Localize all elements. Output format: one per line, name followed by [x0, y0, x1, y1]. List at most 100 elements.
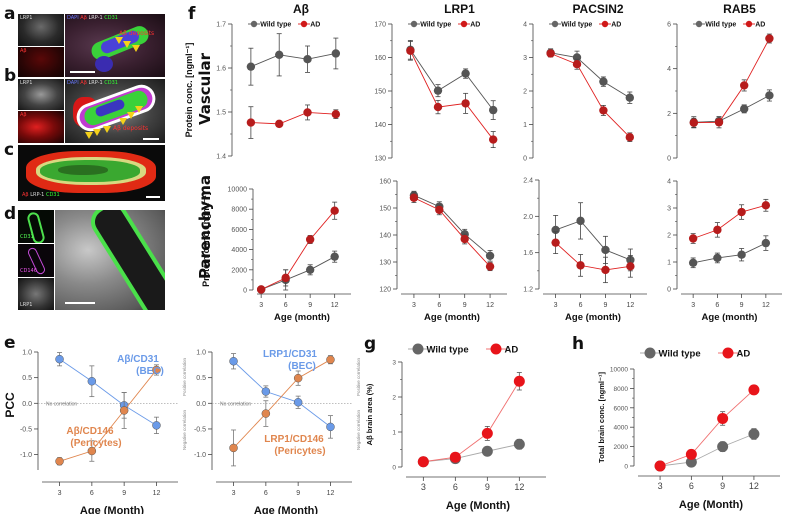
series-label: LRP1/CD146: [264, 434, 324, 445]
y-tick-label: 1.5: [216, 110, 226, 117]
y-tick-label: 1.0: [196, 350, 206, 357]
x-tick-label: 6: [264, 490, 268, 497]
data-point: [485, 262, 495, 271]
y-tick-label: 2: [667, 111, 671, 118]
chart-f-vascular-pacsin2: [529, 20, 634, 159]
series-line-ad: [555, 242, 631, 271]
data-point: [625, 93, 634, 102]
x-axis-label: Age (month): [702, 312, 758, 323]
chart-title: PACSIN2: [572, 2, 623, 16]
y-tick-label: 0.5: [196, 375, 206, 382]
chart-title: RAB5: [723, 2, 756, 16]
chart-f-vascular-abeta: [228, 20, 341, 157]
micrograph-d-cd146: CD146: [18, 244, 54, 277]
legend-marker-wild-type: [644, 347, 656, 359]
micro-label: CD146: [20, 268, 37, 274]
y-tick-label: 1.0: [22, 350, 32, 357]
panel-label-f: f: [188, 4, 196, 24]
data-point: [246, 118, 256, 127]
x-tick-label: 3: [259, 302, 263, 309]
y-tick-label: 0: [392, 465, 396, 472]
arrow-icon: [132, 45, 140, 52]
x-tick-label: 12: [327, 490, 335, 497]
x-tick-label: 9: [296, 490, 300, 497]
y-tick-label: 0: [667, 287, 671, 294]
chart-f-vascular-rab5: [673, 20, 774, 159]
data-point: [409, 193, 419, 202]
scale-bar: [65, 302, 95, 304]
panel-label-c: c: [4, 140, 15, 160]
micro-label: LRP1: [20, 15, 33, 21]
y-tick-label: 6: [667, 22, 671, 29]
x-tick-label: 9: [485, 482, 490, 492]
data-point: [461, 69, 470, 78]
series-label: Aβ/CD146: [66, 426, 114, 437]
data-point: [152, 365, 161, 375]
y-axis-label: Protein conc. [ngml⁻¹]: [184, 43, 194, 138]
data-point: [303, 108, 312, 117]
x-axis-label: Age (month): [424, 312, 480, 323]
data-point: [576, 216, 585, 226]
x-tick-label: 6: [284, 302, 288, 309]
reference-line-label: No correlation: [46, 401, 77, 407]
legend-marker-wild-type: [695, 20, 703, 28]
x-tick-label: 12: [749, 481, 759, 491]
y-tick-label: 120: [379, 287, 391, 294]
legend-marker-wild-type: [250, 20, 258, 28]
legend-label-ad: AD: [755, 21, 765, 28]
y-axis-label: PCC: [3, 392, 17, 418]
x-tick-label: 6: [579, 302, 583, 309]
y-tick-label: 2: [392, 395, 396, 402]
data-point: [576, 261, 585, 270]
data-point: [275, 119, 284, 129]
legend-label-ad: AD: [611, 21, 621, 28]
x-tick-label: 12: [514, 482, 524, 492]
x-axis-label: Age (Month): [446, 500, 510, 512]
data-point: [551, 238, 560, 247]
side-label-negative: Negative correlation: [356, 409, 361, 450]
micro-label: Aβ LRP-1 CD31: [22, 192, 60, 198]
y-tick-label: 4: [523, 22, 527, 29]
side-label-negative: Negative correlation: [182, 409, 187, 450]
data-point: [765, 91, 774, 100]
y-tick-label: 3: [523, 55, 527, 62]
micrograph-d-cd31: CD31: [18, 210, 54, 243]
legend-label-ad: AD: [470, 21, 480, 28]
data-point: [261, 387, 271, 396]
series-line-ad: [423, 381, 520, 463]
y-tick-label: 160: [374, 55, 386, 62]
legend-label-wild-type: Wild type: [659, 348, 701, 359]
data-point: [330, 206, 339, 215]
series-line-ad: [693, 38, 770, 124]
y-tick-label: 140: [379, 233, 391, 240]
y-tick-label: 0: [667, 156, 671, 163]
x-tick-label: 9: [308, 302, 312, 309]
series-line-wild-type: [550, 52, 631, 99]
y-tick-label: 2: [667, 233, 671, 240]
legend-marker-wild-type: [410, 20, 418, 28]
legend-label-wild-type: Wild type: [705, 21, 736, 28]
data-point: [714, 118, 724, 127]
reference-line-label: No correlation: [220, 401, 251, 407]
x-tick-label: 3: [421, 482, 426, 492]
series-label: Aβ/CD31: [117, 354, 159, 365]
legend-label-wild-type: Wild type: [427, 344, 469, 355]
x-tick-label: 6: [453, 482, 458, 492]
micrograph-a-abeta: Aβ: [18, 47, 64, 77]
micrograph-b-lrp1: LRP1: [18, 79, 64, 110]
data-point: [246, 62, 256, 71]
series-line-a-cd146-pericytes-: [59, 369, 157, 462]
x-tick-label: 9: [740, 302, 744, 309]
chart-f-vascular-lrp1: [388, 20, 498, 159]
data-point: [717, 412, 729, 424]
x-tick-label: 6: [90, 490, 94, 497]
data-point: [435, 205, 444, 215]
micro-label: Aβ: [20, 48, 27, 54]
legend-label-ad: AD: [737, 348, 751, 359]
series-line-ad: [550, 53, 631, 138]
x-tick-label: 6: [437, 302, 441, 309]
data-point: [688, 258, 698, 268]
legend-marker-ad: [300, 20, 308, 28]
legend-label-wild-type: Wild type: [260, 21, 291, 28]
x-axis-label: Age (Month): [679, 499, 743, 511]
